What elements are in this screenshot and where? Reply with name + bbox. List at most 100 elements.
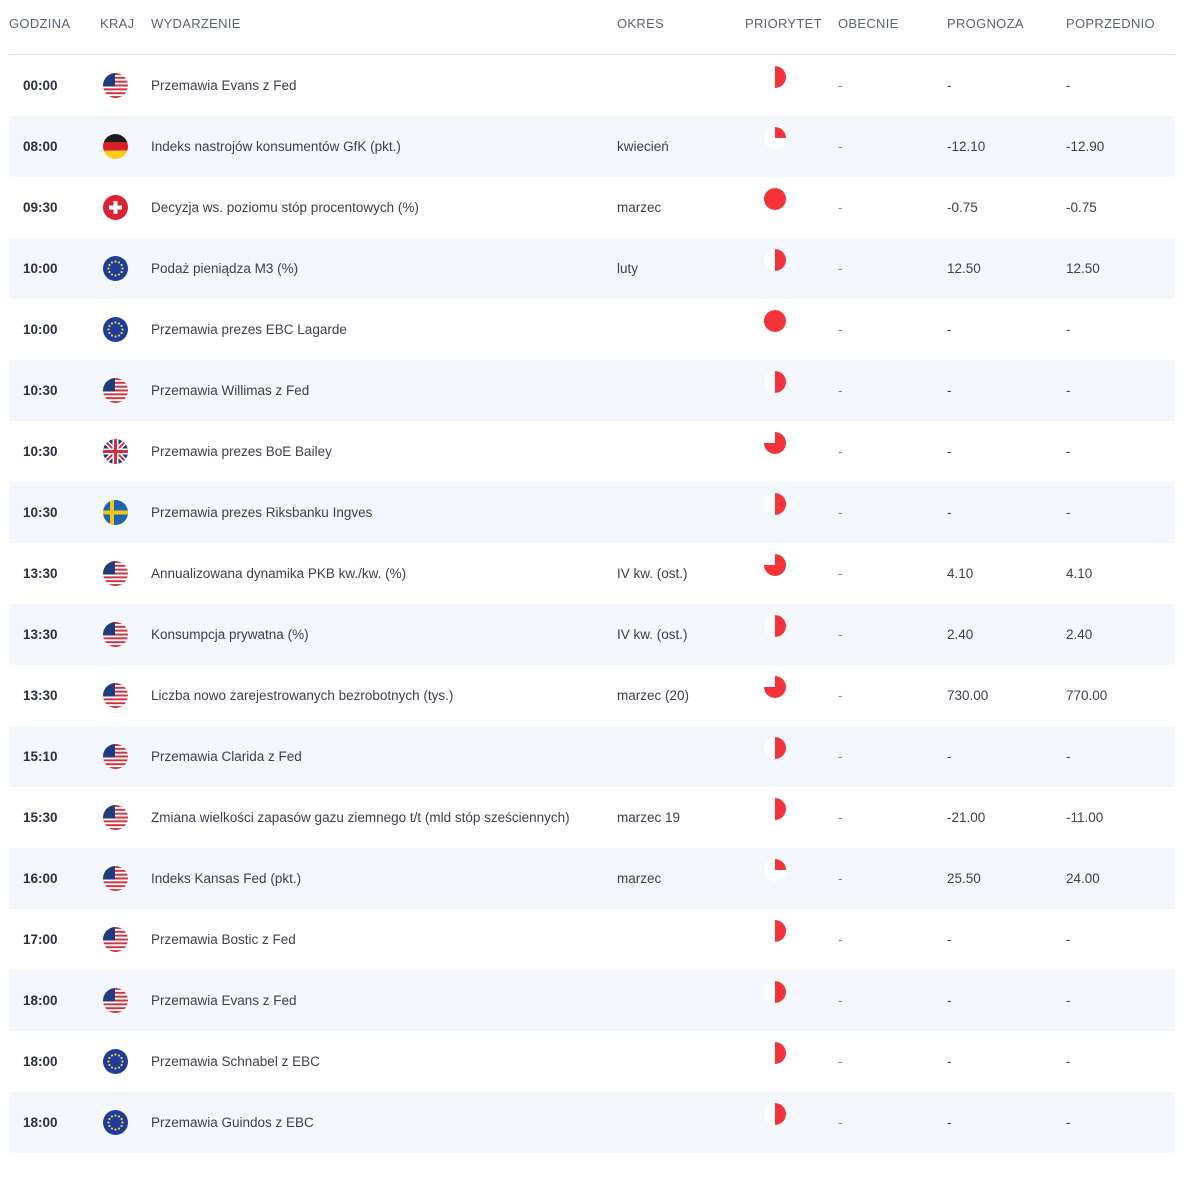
table-row[interactable]: 09:30 Decyzja ws. poziomu stóp procentowy… <box>9 177 1175 238</box>
current-value: - <box>838 688 843 703</box>
table-row[interactable]: 13:30 Liczba nowo zarejestrowanych bezrob… <box>9 665 1175 726</box>
event-name[interactable]: Przemawia Evans z Fed <box>151 993 297 1008</box>
event-name[interactable]: Przemawia prezes EBC Lagarde <box>151 322 347 337</box>
forecast-value: - <box>947 993 952 1008</box>
previous-value: -12.90 <box>1066 139 1105 154</box>
header-priority: PRIORYTET <box>745 16 822 31</box>
event-name[interactable]: Przemawia prezes Riksbanku Ingves <box>151 505 373 520</box>
event-time: 18:00 <box>23 1115 58 1130</box>
event-name[interactable]: Przemawia Clarida z Fed <box>151 749 302 764</box>
table-row[interactable]: 18:00 Przemawia Evans z Fed - - - <box>9 970 1175 1031</box>
priority-pie-icon <box>763 492 787 516</box>
event-name[interactable]: Indeks nastrojów konsumentów GfK (pkt.) <box>151 139 401 154</box>
table-row[interactable]: 10:00 Podaż pieniądza M3 (%) luty - 12.50 12.… <box>9 238 1175 299</box>
event-name[interactable]: Decyzja ws. poziomu stóp procentowych (%… <box>151 200 419 215</box>
current-value: - <box>838 749 843 764</box>
event-time: 00:00 <box>23 78 58 93</box>
event-name[interactable]: Indeks Kansas Fed (pkt.) <box>151 871 302 886</box>
forecast-value: - <box>947 383 952 398</box>
previous-value: - <box>1066 505 1071 520</box>
event-name[interactable]: Przemawia Evans z Fed <box>151 78 297 93</box>
event-name[interactable]: Przemawia Guindos z EBC <box>151 1115 314 1130</box>
us-flag-icon <box>103 561 128 586</box>
table-row[interactable]: 10:30 Przemawia Willimas z Fed - - - <box>9 360 1175 421</box>
event-time: 15:10 <box>23 749 58 764</box>
current-value: - <box>838 200 843 215</box>
event-period: kwiecień <box>617 139 669 154</box>
event-period: IV kw. (ost.) <box>617 566 688 581</box>
event-time: 18:00 <box>23 1054 58 1069</box>
table-row[interactable]: 18:00 Przemawia Guindos z EBC - - - <box>9 1092 1175 1153</box>
header-forecast: PROGNOZA <box>947 16 1024 31</box>
priority-pie-icon <box>763 736 787 760</box>
table-row[interactable]: 17:00 Przemawia Bostic z Fed - - - <box>9 909 1175 970</box>
current-value: - <box>838 993 843 1008</box>
current-value: - <box>838 1054 843 1069</box>
event-name[interactable]: Przemawia prezes BoE Bailey <box>151 444 332 459</box>
table-row[interactable]: 10:30 Przemawia prezes Riksbanku Ingves - -… <box>9 482 1175 543</box>
event-time: 13:30 <box>23 566 58 581</box>
current-value: - <box>838 383 843 398</box>
priority-pie-icon <box>763 858 787 882</box>
header-country: KRAJ <box>100 16 135 31</box>
priority-pie-icon <box>763 187 787 211</box>
event-time: 10:00 <box>23 261 58 276</box>
table-row[interactable]: 13:30 Konsumpcja prywatna (%) IV kw. (ost.… <box>9 604 1175 665</box>
event-time: 09:30 <box>23 200 58 215</box>
previous-value: - <box>1066 1054 1071 1069</box>
priority-pie-icon <box>763 614 787 638</box>
previous-value: - <box>1066 1115 1071 1130</box>
table-row[interactable]: 13:30 Annualizowana dynamika PKB kw./kw. … <box>9 543 1175 604</box>
previous-value: - <box>1066 749 1071 764</box>
current-value: - <box>838 627 843 642</box>
event-name[interactable]: Podaż pieniądza M3 (%) <box>151 261 299 276</box>
table-row[interactable]: 18:00 Przemawia Schnabel z EBC - - - <box>9 1031 1175 1092</box>
previous-value: - <box>1066 383 1071 398</box>
forecast-value: 730.00 <box>947 688 989 703</box>
forecast-value: 2.40 <box>947 627 974 642</box>
header-time: GODZINA <box>9 16 71 31</box>
us-flag-icon <box>103 622 128 647</box>
forecast-value: - <box>947 78 952 93</box>
priority-pie-icon <box>763 370 787 394</box>
event-name[interactable]: Przemawia Schnabel z EBC <box>151 1054 320 1069</box>
eu-flag-icon <box>103 1110 128 1135</box>
previous-value: 4.10 <box>1066 566 1093 581</box>
event-time: 08:00 <box>23 139 58 154</box>
header-previous: POPRZEDNIO <box>1066 16 1155 31</box>
event-name[interactable]: Przemawia Willimas z Fed <box>151 383 310 398</box>
previous-value: -0.75 <box>1066 200 1097 215</box>
eu-flag-icon <box>103 1049 128 1074</box>
event-name[interactable]: Liczba nowo zarejestrowanych bezrobotnyc… <box>151 688 454 703</box>
table-row[interactable]: 00:00 Przemawia Evans z Fed - - - <box>9 55 1175 116</box>
previous-value: 770.00 <box>1066 688 1108 703</box>
event-period: marzec (20) <box>617 688 690 703</box>
event-name[interactable]: Przemawia Bostic z Fed <box>151 932 296 947</box>
forecast-value: -12.10 <box>947 139 986 154</box>
table-row[interactable]: 15:10 Przemawia Clarida z Fed - - - <box>9 726 1175 787</box>
table-row[interactable]: 10:30 Przemawia prezes BoE Bailey - - - <box>9 421 1175 482</box>
forecast-value: - <box>947 1115 952 1130</box>
table-row[interactable]: 10:00 Przemawia prezes EBC Lagarde - - - <box>9 299 1175 360</box>
table-row[interactable]: 16:00 Indeks Kansas Fed (pkt.) marzec - 25.5… <box>9 848 1175 909</box>
table-row[interactable]: 15:30 Zmiana wielkości zapasów gazu ziemn… <box>9 787 1175 848</box>
us-flag-icon <box>103 378 128 403</box>
event-period: marzec 19 <box>617 810 681 825</box>
event-name[interactable]: Zmiana wielkości zapasów gazu ziemnego t… <box>151 810 570 825</box>
previous-value: - <box>1066 993 1071 1008</box>
priority-pie-icon <box>763 675 787 699</box>
priority-pie-icon <box>763 1102 787 1126</box>
event-time: 13:30 <box>23 627 58 642</box>
event-name[interactable]: Annualizowana dynamika PKB kw./kw. (%) <box>151 566 407 581</box>
eu-flag-icon <box>103 317 128 342</box>
event-time: 17:00 <box>23 932 58 947</box>
header-event: WYDARZENIE <box>151 16 241 31</box>
previous-value: - <box>1066 78 1071 93</box>
current-value: - <box>838 932 843 947</box>
economic-calendar: GODZINA KRAJ WYDARZENIE OKRES PRIORYTET … <box>9 0 1175 1153</box>
table-body: 00:00 Przemawia Evans z Fed - - - 08:00 Indeks… <box>9 55 1175 1153</box>
event-time: 10:30 <box>23 444 58 459</box>
event-name[interactable]: Konsumpcja prywatna (%) <box>151 627 309 642</box>
us-flag-icon <box>103 988 128 1013</box>
table-row[interactable]: 08:00 Indeks nastrojów konsumentów GfK (p… <box>9 116 1175 177</box>
